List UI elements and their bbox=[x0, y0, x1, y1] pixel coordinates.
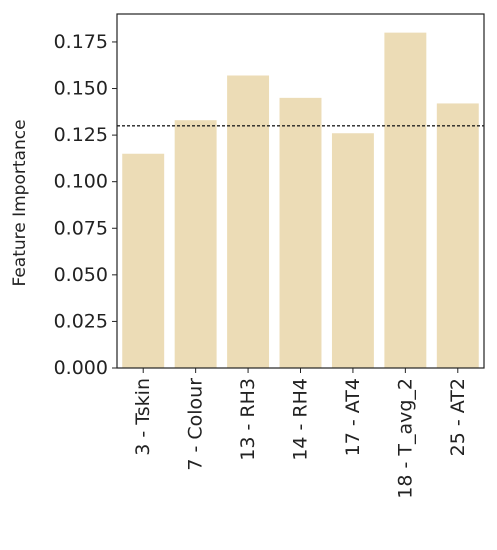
y-tick-label: 0.075 bbox=[54, 217, 108, 239]
bar-3 bbox=[227, 75, 270, 369]
x-tick-label: 25 - AT2 bbox=[447, 378, 469, 456]
bar-5 bbox=[331, 133, 374, 368]
y-axis-ticks: 0.000 0.025 0.050 0.075 0.100 0.125 0.150 0.175 bbox=[54, 31, 117, 379]
x-tick-label: 7 - Colour bbox=[185, 378, 207, 471]
x-tick-label: 17 - AT4 bbox=[342, 378, 364, 456]
x-tick-label: 13 - RH3 bbox=[237, 378, 259, 461]
bar-2 bbox=[174, 120, 217, 368]
y-tick-label: 0.050 bbox=[54, 264, 108, 286]
bar-6 bbox=[384, 32, 427, 368]
x-tick-label: 3 - Tskin bbox=[132, 378, 154, 456]
bars-group bbox=[122, 32, 479, 369]
x-axis-ticks: 3 - Tskin 7 - Colour 13 - RH3 14 - RH4 17 - … bbox=[132, 368, 469, 499]
y-tick-label: 0.175 bbox=[54, 31, 108, 53]
bar-1 bbox=[122, 153, 165, 368]
bar-4 bbox=[279, 97, 322, 368]
y-axis-label: Feature Importance bbox=[10, 119, 30, 286]
y-tick-label: 0.125 bbox=[54, 124, 108, 146]
bar-7 bbox=[436, 103, 479, 368]
y-tick-label: 0.000 bbox=[54, 357, 108, 379]
y-tick-label: 0.150 bbox=[54, 78, 108, 100]
x-tick-label: 18 - T_avg_2 bbox=[394, 378, 416, 499]
y-tick-label: 0.025 bbox=[54, 310, 108, 332]
y-tick-label: 0.100 bbox=[54, 171, 108, 193]
x-tick-label: 14 - RH4 bbox=[290, 378, 312, 461]
